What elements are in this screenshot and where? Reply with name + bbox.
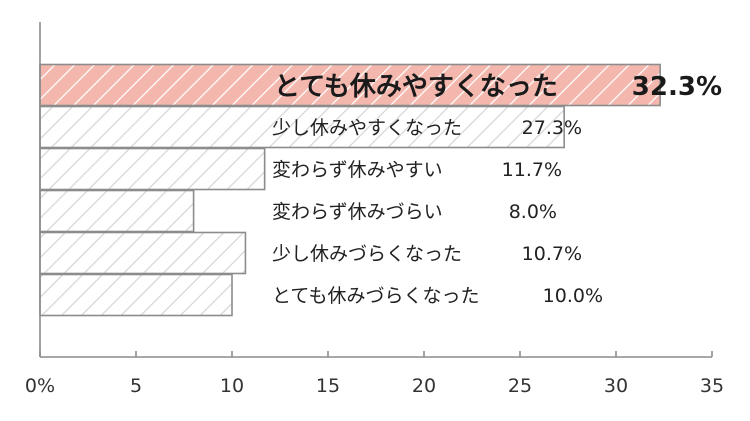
bar-value-label: 8.0% — [509, 201, 557, 223]
axes-group: 0% 5 10 15 20 25 30 35 — [25, 22, 724, 397]
bar-label: 変わらず休みやすい — [272, 159, 443, 181]
bar-label: 変わらず休みづらい — [272, 201, 443, 223]
bar-value-label: 11.7% — [502, 159, 562, 181]
bar-value-label: 10.0% — [543, 285, 603, 307]
bar-value-label: 10.7% — [522, 243, 582, 265]
bar — [39, 147, 266, 191]
x-tick-label: 5 — [130, 375, 142, 397]
x-tick-label: 15 — [316, 375, 340, 397]
bar — [39, 273, 233, 317]
bar — [39, 231, 247, 275]
x-tick-label: 25 — [508, 375, 532, 397]
x-tick-label: 30 — [604, 375, 628, 397]
bar — [39, 189, 195, 233]
bar — [39, 63, 661, 107]
bar-label: とても休みづらくなった — [272, 285, 479, 307]
x-tick-label: 0% — [25, 375, 55, 397]
bar-label: とても休みやすくなった — [274, 72, 558, 102]
bar — [39, 105, 565, 149]
bar-label: 少し休みづらくなった — [272, 243, 462, 265]
bar-value-label: 32.3% — [632, 72, 722, 102]
bar-label: 少し休みやすくなった — [272, 117, 462, 139]
bars-group: とても休みやすくなった 32.3% 少し休みやすくなった 27.3% 変わらず休みやすい… — [39, 63, 722, 317]
x-tick-label: 35 — [700, 375, 724, 397]
bar-value-label: 27.3% — [522, 117, 582, 139]
x-tick-label: 10 — [220, 375, 244, 397]
x-tick-label: 20 — [412, 375, 436, 397]
